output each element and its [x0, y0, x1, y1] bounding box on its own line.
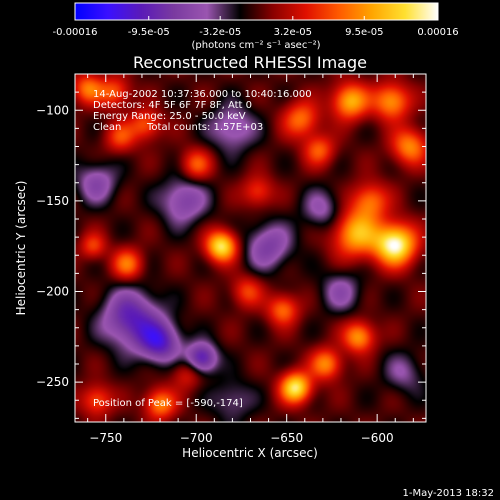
colorbar: -0.00016 -9.5e-05 -3.2e-05 3.2e-05 9.5e-05 0.…	[53, 2, 459, 51]
y-tick-label: −250	[36, 375, 69, 389]
colorbar-tick-label: 9.5e-05	[345, 27, 383, 38]
colorbar-tick-label: -3.2e-05	[199, 27, 241, 38]
y-tick-label: −150	[36, 194, 69, 208]
x-tick-label: −700	[180, 431, 213, 445]
axis-ticks: −750 −700 −650 −600 −100 −150 −200 −250	[36, 73, 426, 445]
chart-title: Reconstructed RHESSI Image	[133, 53, 367, 72]
x-tick-label: −750	[89, 431, 122, 445]
colorbar-tick-label: 0.00016	[417, 27, 458, 38]
x-axis-label: Heliocentric X (arcsec)	[182, 446, 318, 460]
colorbar-units-label: (photons cm⁻² s⁻¹ asec⁻²)	[191, 40, 320, 51]
colorbar-strip	[74, 2, 439, 21]
y-axis-label: Heliocentric Y (arcsec)	[14, 181, 28, 316]
colorbar-tick-label: 3.2e-05	[274, 27, 312, 38]
annotation-detectors: Detectors: 4F 5F 6F 7F 8F, Att 0	[93, 100, 252, 111]
annotation-peak-position: Position of Peak = [-590,-174]	[93, 398, 243, 409]
y-tick-label: −200	[36, 285, 69, 299]
colorbar-tick-label: -9.5e-05	[128, 27, 170, 38]
x-tick-label: −650	[270, 431, 303, 445]
colorbar-ticks: -0.00016 -9.5e-05 -3.2e-05 3.2e-05 9.5e-05 0.…	[53, 16, 459, 38]
annotation-block: 14-Aug-2002 10:37:36.000 to 10:40:16.000…	[93, 89, 312, 409]
heatmap-image	[75, 74, 426, 422]
annotation-method: Clean	[93, 122, 121, 133]
colorbar-tick-label: -0.00016	[53, 27, 98, 38]
y-tick-label: −100	[36, 103, 69, 117]
x-tick-label: −600	[361, 431, 394, 445]
annotation-total-counts: Total counts: 1.57E+03	[146, 122, 263, 133]
footer-timestamp: 1-May-2013 18:32	[402, 488, 494, 499]
annotation-energy-range: Energy Range: 25.0 - 50.0 keV	[93, 111, 246, 122]
annotation-time-range: 14-Aug-2002 10:37:36.000 to 10:40:16.000	[93, 89, 312, 100]
